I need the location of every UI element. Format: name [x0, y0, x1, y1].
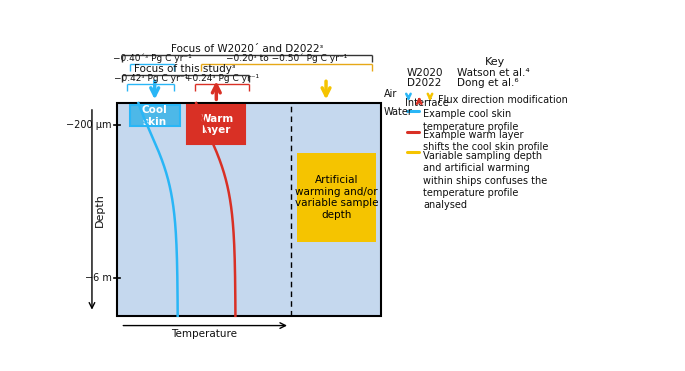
Text: Focus of this studyᶟ: Focus of this studyᶟ — [134, 64, 236, 74]
Text: Flux direction modification: Flux direction modification — [438, 95, 568, 105]
Text: Warm
layer: Warm layer — [199, 114, 234, 135]
Text: Key: Key — [485, 57, 506, 67]
Text: Artificial
warming and/or
variable sample
depth: Artificial warming and/or variable sampl… — [295, 175, 378, 220]
Bar — [297, 153, 376, 242]
Bar — [116, 103, 382, 316]
Text: D2022: D2022 — [407, 78, 441, 88]
Text: Variable sampling depth
and artificial warming
within ships confuses the
tempera: Variable sampling depth and artificial w… — [423, 151, 547, 210]
Text: Focus of W2020´ and D2022ᶟ: Focus of W2020´ and D2022ᶟ — [171, 44, 323, 54]
Text: Watson et al.⁴: Watson et al.⁴ — [457, 68, 530, 78]
Text: Air: Air — [384, 89, 397, 99]
Text: −6 m: −6 m — [85, 273, 112, 283]
Bar — [129, 105, 179, 126]
Text: Water: Water — [384, 107, 412, 117]
Text: −200 μm: −200 μm — [66, 119, 112, 129]
Text: W2020: W2020 — [407, 68, 443, 78]
Bar — [188, 105, 245, 144]
Text: Depth: Depth — [95, 193, 105, 227]
Text: Example warm layer
shifts the cool skin profile: Example warm layer shifts the cool skin … — [423, 130, 549, 152]
Text: +0.24ᶟ Pg C yr⁻¹: +0.24ᶟ Pg C yr⁻¹ — [185, 74, 259, 83]
Text: −0.20ᶟ to −0.50´ Pg C yr⁻¹: −0.20ᶟ to −0.50´ Pg C yr⁻¹ — [226, 53, 347, 63]
Text: Example cool skin
temperature profile: Example cool skin temperature profile — [423, 109, 519, 132]
Text: −0.42ᶟ Pg C yr⁻¹: −0.42ᶟ Pg C yr⁻¹ — [114, 74, 188, 83]
Text: Dong et al.⁶: Dong et al.⁶ — [457, 78, 519, 88]
Text: −0.40´ᶟ Pg C yr⁻¹: −0.40´ᶟ Pg C yr⁻¹ — [112, 53, 191, 63]
Text: Temperature: Temperature — [171, 329, 237, 339]
Text: Interface: Interface — [405, 98, 448, 108]
Text: Cool
skin: Cool skin — [142, 105, 168, 127]
